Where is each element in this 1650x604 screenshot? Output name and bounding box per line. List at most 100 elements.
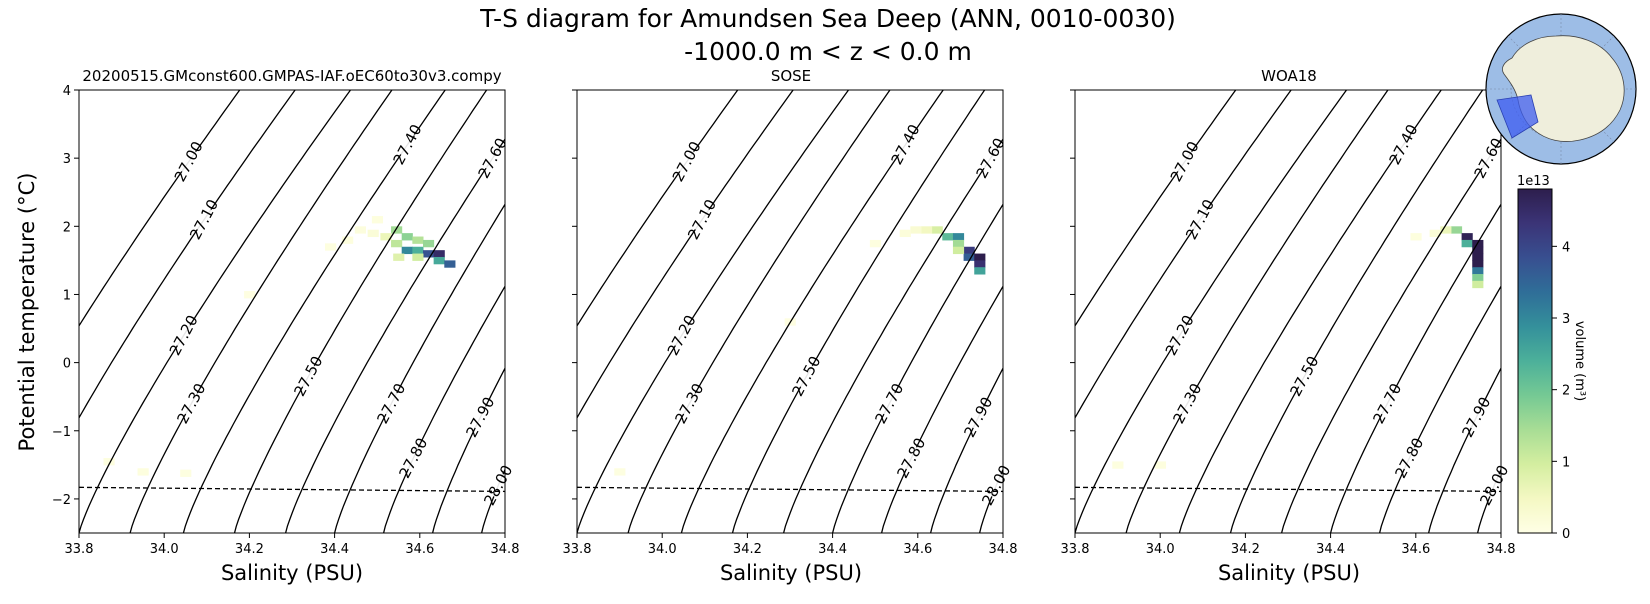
heatmap-cell <box>380 233 392 241</box>
heatmap-cell <box>401 233 413 241</box>
x-tick-label: 34.0 <box>150 542 179 557</box>
colorbar-tick-label: 0 <box>1562 527 1570 542</box>
contour-label-bg <box>665 142 709 181</box>
density-contour <box>79 90 352 533</box>
contour-label-bg <box>784 357 829 396</box>
y-tick-label: 2 <box>63 220 71 235</box>
axes-frame <box>78 89 506 534</box>
contour-label-bg <box>956 398 1000 437</box>
y-tick-label: 3 <box>63 152 71 167</box>
heatmap-cell <box>401 246 413 255</box>
contour-label-bg <box>476 466 520 505</box>
x-tick-label: 34.4 <box>1316 542 1345 557</box>
colorbar-label: volume (m³) <box>1572 321 1587 401</box>
axes-frame <box>1074 89 1502 534</box>
contour-label-bg <box>889 438 933 478</box>
contour-label-bg <box>867 384 911 423</box>
density-contour <box>1178 90 1442 533</box>
colorbar-tick-label: 3 <box>1562 312 1570 327</box>
contour-label-bg <box>1178 200 1222 239</box>
heatmap-cell <box>974 253 986 261</box>
heatmap-cell <box>1450 226 1463 234</box>
colorbar-gradient <box>1517 188 1553 534</box>
density-contour <box>333 203 505 533</box>
x-tick-label: 34.0 <box>1146 542 1175 557</box>
heatmap-cell <box>952 239 965 248</box>
density-contour <box>1075 90 1348 533</box>
heatmap-cell <box>367 229 379 238</box>
heatmap-cell <box>422 250 435 258</box>
x-tick-label: 34.6 <box>903 542 932 557</box>
density-contour <box>1329 203 1501 533</box>
heatmap-cell <box>952 246 965 255</box>
heatmap-cell <box>974 260 986 268</box>
x-tick-label: 34.2 <box>235 542 264 557</box>
heatmap-cell <box>391 239 403 248</box>
contour-label-bg <box>458 398 502 437</box>
x-tick-label: 34.6 <box>1401 542 1430 557</box>
contour-label-bg <box>1467 139 1511 178</box>
heatmap-cell <box>342 236 354 244</box>
x-tick-label: 34.6 <box>405 542 434 557</box>
y-tick-label: 1 <box>63 288 71 303</box>
heatmap-cell <box>433 256 445 265</box>
heatmap-cell <box>614 468 626 476</box>
y-tick-label: 4 <box>63 84 71 99</box>
density-contour <box>79 90 296 420</box>
x-tick-label: 34.2 <box>733 542 762 557</box>
colorbar: 1e13 0 1 2 3 4 volume (m³) <box>1517 174 1587 542</box>
heatmap-cell <box>1461 239 1473 248</box>
x-tick-label: 34.0 <box>648 542 677 557</box>
colorbar-tick-label: 1 <box>1562 455 1570 470</box>
heatmap-cell <box>1410 233 1422 241</box>
freezing-line <box>78 486 506 493</box>
x-tick-label: 33.8 <box>563 542 592 557</box>
contour-label-bg <box>974 466 1018 505</box>
density-contour <box>831 203 1003 533</box>
heatmap-cell <box>910 226 922 234</box>
panel-sose-xlabel: Salinity (PSU) <box>720 561 862 585</box>
contour-label-bg <box>182 200 226 239</box>
contour-label-bg <box>1165 384 1209 423</box>
heatmap-cell <box>1429 229 1441 238</box>
heatmap-cell <box>180 469 192 477</box>
figure-title-line1: T-S diagram for Amundsen Sea Deep (ANN, … <box>479 4 1176 33</box>
freezing-line <box>1074 486 1502 493</box>
x-tick-label: 33.8 <box>1061 542 1090 557</box>
heatmap-cell <box>137 468 149 476</box>
density-contour <box>929 366 1003 533</box>
contour-label-bg <box>884 125 928 164</box>
contour-label-bg <box>167 142 211 181</box>
density-contour <box>233 90 488 533</box>
heatmap-cell <box>869 239 882 248</box>
panel-sose-title: SOSE <box>771 67 811 85</box>
map-region <box>1496 94 1539 139</box>
contour-label-bg <box>969 139 1013 178</box>
heatmap-cell <box>412 246 424 255</box>
heatmap-cell <box>1472 280 1484 289</box>
x-tick-label: 33.8 <box>65 542 94 557</box>
heatmap-cell <box>1472 260 1484 268</box>
heatmap-cell <box>433 250 445 258</box>
freezing-line <box>576 486 1004 493</box>
heatmap-cell <box>244 291 256 299</box>
colorbar-multiplier: 1e13 <box>1517 174 1550 189</box>
panel-woa18: WOA18 Salinity (PSU) 27.0027.1027.2027.3… <box>1061 67 1516 585</box>
panel-model-plot: 27.0027.1027.2027.3027.4027.5027.6027.70… <box>52 84 520 557</box>
heatmap-cell <box>391 226 403 234</box>
heatmap-cell <box>931 226 943 234</box>
heatmap-cell <box>412 253 424 261</box>
heatmap-cell <box>942 233 954 241</box>
contour-label-bg <box>1454 398 1498 437</box>
heatmap-cell <box>1461 233 1473 241</box>
contour-label-bg <box>471 139 515 178</box>
density-contour <box>627 90 891 533</box>
axes-frame <box>576 89 1004 534</box>
heatmap-cell <box>963 246 975 255</box>
panel-model: 20200515.GMconst600.GMPAS-IAF.oEC60to30v… <box>52 67 520 585</box>
contour-label-bg <box>1158 316 1202 355</box>
panel-model-xlabel: Salinity (PSU) <box>221 561 363 585</box>
contour-label-bg <box>1163 142 1207 181</box>
